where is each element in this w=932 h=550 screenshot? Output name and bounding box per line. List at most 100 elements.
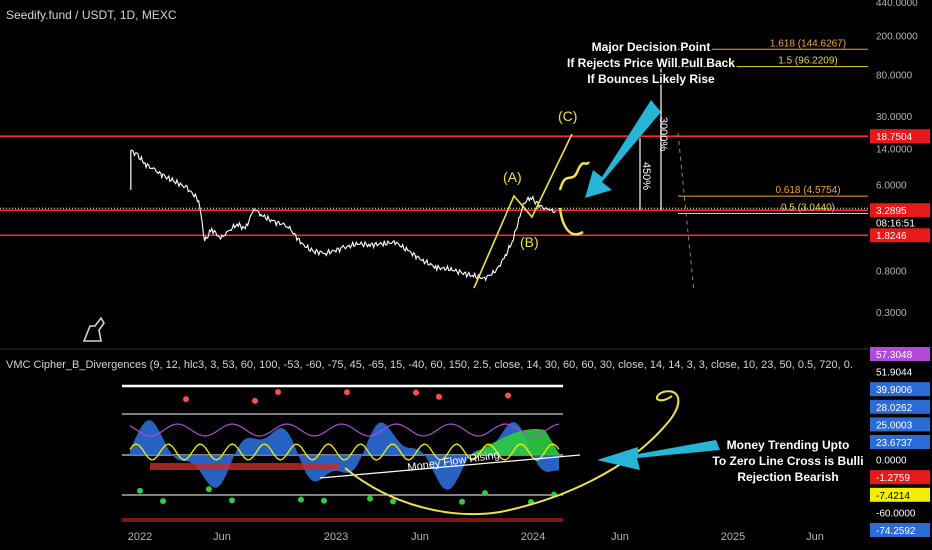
x-tick-3: Jun xyxy=(411,531,429,543)
ind-tick-3: 28.0262 xyxy=(876,403,913,414)
y-tick-1: 200.0000 xyxy=(876,32,918,43)
signal-dot xyxy=(183,396,189,403)
decision-line-2: If Rejects Price Will Pull Back xyxy=(567,56,735,70)
ind-tick-10: -74.2592 xyxy=(876,526,916,537)
signal-dot xyxy=(436,393,442,400)
fib-label-0: 1.618 (144.6267) xyxy=(770,38,846,49)
rsi-line xyxy=(129,423,560,437)
projection-dashed-line xyxy=(677,132,695,293)
decision-arrow-icon xyxy=(585,100,661,198)
x-tick-4: 2024 xyxy=(521,531,545,543)
ind-tick-7: -1.2759 xyxy=(876,473,910,484)
wave-b-label: (B) xyxy=(520,234,539,250)
indicator-title: VMC Cipher_B_Divergences (9, 12, hlc3, 3… xyxy=(6,359,853,371)
ind-tick-bg-7 xyxy=(870,470,930,485)
ind-tick-bg-5 xyxy=(870,435,930,449)
trend-line-3: Rejection Bearish xyxy=(737,470,838,484)
price-label-4: 1.8246 xyxy=(876,231,907,242)
vwap-line xyxy=(129,443,560,461)
decision-line-3: If Bounces Likely Rise xyxy=(587,72,715,86)
indicator-bottom-band xyxy=(122,518,563,522)
price-label-3: 3.2895 xyxy=(876,206,907,217)
ind-tick-2: 39.9006 xyxy=(876,385,913,396)
signal-dot xyxy=(413,389,419,396)
x-tick-0: 2022 xyxy=(128,531,152,543)
price-label-bg-0 xyxy=(870,129,930,144)
price-label-bg-2 xyxy=(870,215,930,230)
ind-tick-1: 51.9044 xyxy=(876,368,913,379)
trend-line-2: To Zero Line Cross is Bulli xyxy=(712,454,863,468)
trend-line-1: Money Trending Upto xyxy=(727,438,850,452)
x-tick-2: 2023 xyxy=(324,531,348,543)
signal-dot xyxy=(367,495,373,502)
signal-dot xyxy=(482,490,488,497)
signal-dot xyxy=(390,498,396,505)
ind-tick-bg-6 xyxy=(870,452,930,467)
indicator-pane xyxy=(122,384,720,522)
x-tick-7: Jun xyxy=(806,531,824,543)
ind-tick-bg-8 xyxy=(870,487,930,502)
ind-tick-bg-2 xyxy=(870,382,930,397)
price-axis[interactable]: 440.0000 200.0000 80.0000 30.0000 14.0000 6.0… xyxy=(870,0,930,319)
signal-dot xyxy=(459,498,465,505)
money-flow-curve xyxy=(344,390,680,516)
fib-label-1: 1.5 (96.2209) xyxy=(778,56,838,67)
price-series xyxy=(130,149,556,282)
indicator-axis[interactable]: 57.3048 51.9044 39.9006 28.0262 25.0003 23.67… xyxy=(870,347,930,537)
chart-title: Seedify.fund / USDT, 1D, MEXC xyxy=(6,8,177,22)
money-flow-trendline xyxy=(319,454,581,479)
money-flow-red-area xyxy=(150,463,340,470)
reject-scenario-path xyxy=(558,207,584,236)
annotations xyxy=(473,60,695,293)
wave-a-label: (A) xyxy=(503,169,522,185)
y-tick-4: 14.0000 xyxy=(876,145,913,156)
y-tick-6: 0.8000 xyxy=(876,266,907,277)
wavetrend-area xyxy=(130,420,559,490)
price-label-2: 08:16:51 xyxy=(876,218,915,229)
y-tick-7: 0.3000 xyxy=(876,308,907,319)
signal-dot xyxy=(160,498,166,505)
price-label-bg-3 xyxy=(870,203,930,218)
elliott-wave-path xyxy=(473,133,573,289)
ind-tick-0: 57.3048 xyxy=(876,350,913,361)
ind-tick-9: -60.0000 xyxy=(876,508,916,519)
ind-tick-bg-4 xyxy=(870,417,930,432)
bounce-scenario-path xyxy=(558,161,591,191)
price-label-0: 18.7504 xyxy=(876,132,913,143)
y-tick-0: 440.0000 xyxy=(876,0,918,9)
ind-tick-5: 23.6737 xyxy=(876,438,913,449)
ind-tick-8: -7.4214 xyxy=(876,491,910,502)
y-tick-2: 80.0000 xyxy=(876,70,913,81)
ind-tick-bg-10 xyxy=(870,523,930,537)
tradingview-logo-icon xyxy=(82,316,105,342)
price-label-bg-4 xyxy=(870,228,930,243)
signal-dot xyxy=(252,397,258,404)
ind-tick-bg-0 xyxy=(870,347,930,361)
wave-c-label: (C) xyxy=(558,108,577,124)
signal-dot xyxy=(321,497,327,504)
signal-dot xyxy=(344,389,350,396)
ind-tick-bg-3 xyxy=(870,399,930,414)
signal-dot xyxy=(298,496,304,503)
fib-levels: 1.618 (144.6267) 1.5 (96.2209) 0.618 (4.57… xyxy=(678,38,868,214)
signal-dot xyxy=(137,487,143,494)
signal-dot xyxy=(229,497,235,504)
x-tick-5: Jun xyxy=(611,531,629,543)
pct-450-label: 450% xyxy=(640,162,652,190)
x-tick-1: Jun xyxy=(213,531,231,543)
resistance-lines xyxy=(0,135,868,237)
ind-tick-bg-1 xyxy=(870,364,930,379)
ind-tick-6: 0.0000 xyxy=(876,456,907,467)
price-line xyxy=(130,149,556,282)
pct-3000-label: 3000% xyxy=(657,117,669,151)
money-flow-arrow-icon xyxy=(597,440,720,470)
signal-dot xyxy=(275,389,281,396)
signal-dot xyxy=(505,392,511,399)
time-axis[interactable]: 2022 Jun 2023 Jun 2024 Jun 2025 Jun xyxy=(128,531,824,543)
ind-tick-bg-9 xyxy=(870,505,930,520)
decision-line-1: Major Decision Point xyxy=(592,40,711,54)
x-tick-6: 2025 xyxy=(721,531,745,543)
signal-dot xyxy=(206,486,212,493)
ind-tick-4: 25.0003 xyxy=(876,420,913,431)
